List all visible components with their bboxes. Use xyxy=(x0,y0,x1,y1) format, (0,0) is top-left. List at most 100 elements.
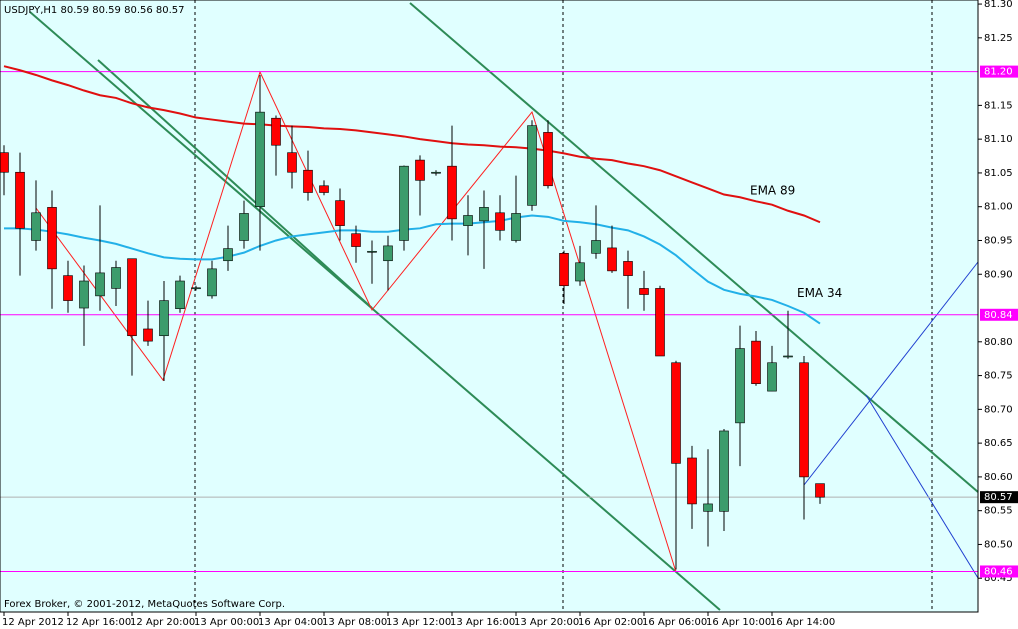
ema-line xyxy=(4,214,821,325)
trend-line xyxy=(29,11,721,611)
y-tick-label: 80.60 xyxy=(984,472,1013,483)
candle-body xyxy=(623,261,633,276)
x-tick-label: 16 Apr 14:00 xyxy=(770,617,835,628)
candle-body xyxy=(655,288,665,357)
candle-body xyxy=(47,207,57,270)
candle-body xyxy=(0,152,9,173)
candle-body xyxy=(543,132,553,187)
x-tick-label: 13 Apr 08:00 xyxy=(322,617,387,628)
candle-body xyxy=(351,233,361,247)
candle-body xyxy=(511,213,521,241)
candle-body xyxy=(447,165,457,220)
x-tick-label: 16 Apr 06:00 xyxy=(642,617,707,628)
trend-line xyxy=(97,59,373,309)
candle-body xyxy=(591,240,601,254)
level-label: 81.20 xyxy=(984,67,1013,78)
candle-body xyxy=(383,245,393,262)
ema-label: EMA 89 xyxy=(750,184,795,198)
projection-line xyxy=(865,394,979,579)
candle-body xyxy=(367,250,377,253)
candle-body xyxy=(255,111,265,208)
y-tick-label: 80.95 xyxy=(984,235,1013,246)
level-label: 80.46 xyxy=(984,566,1013,577)
x-tick-label: 12 Apr 16:00 xyxy=(66,617,131,628)
candle-body xyxy=(415,159,425,181)
candle-body xyxy=(607,247,617,272)
y-tick-label: 81.15 xyxy=(984,100,1013,111)
candle-body xyxy=(479,207,489,222)
candle-body xyxy=(31,212,41,241)
y-tick-label: 80.65 xyxy=(984,438,1013,449)
current-price-label: 80.57 xyxy=(984,492,1013,503)
y-tick-label: 80.55 xyxy=(984,506,1013,517)
candle-body xyxy=(79,280,89,309)
candle-body xyxy=(127,258,137,337)
chart-title: USDJPY,H1 80.59 80.59 80.56 80.57 xyxy=(4,5,185,16)
x-tick-label: 16 Apr 10:00 xyxy=(706,617,771,628)
candle-body xyxy=(143,328,153,342)
series-layer xyxy=(0,65,978,572)
y-tick-label: 81.25 xyxy=(984,33,1013,44)
x-tick-label: 13 Apr 20:00 xyxy=(514,617,579,628)
level-label: 80.84 xyxy=(984,310,1013,321)
x-tick-label: 12 Apr 20:00 xyxy=(130,617,195,628)
y-tick-label: 80.70 xyxy=(984,404,1013,415)
projection-line xyxy=(803,261,979,486)
x-tick-label: 13 Apr 12:00 xyxy=(386,617,451,628)
candle-body xyxy=(399,165,409,241)
candle-body xyxy=(687,457,697,505)
level-label-box xyxy=(980,565,1018,578)
candle-body xyxy=(287,152,297,173)
y-tick-label: 81.05 xyxy=(984,168,1013,179)
candle-body xyxy=(575,262,585,282)
candle-body xyxy=(495,212,505,231)
trend-line xyxy=(409,2,979,493)
candle-body xyxy=(63,275,73,301)
candle-body xyxy=(223,248,233,262)
candle-body xyxy=(735,348,745,424)
drawing-objects xyxy=(29,2,979,611)
y-tick-label: 80.45 xyxy=(984,573,1013,584)
candle-body xyxy=(335,200,345,226)
x-tick-label: 13 Apr 16:00 xyxy=(450,617,515,628)
candle-body xyxy=(239,213,249,241)
y-tick-label: 80.75 xyxy=(984,371,1013,382)
candle-body xyxy=(783,355,793,358)
candle-body xyxy=(431,171,441,174)
candle-body xyxy=(767,362,777,392)
x-tick-label: 16 Apr 02:00 xyxy=(578,617,643,628)
level-label-box xyxy=(980,308,1018,321)
candle-body xyxy=(559,253,569,287)
x-tick-label: 12 Apr 2012 xyxy=(2,617,64,628)
candle-body xyxy=(271,117,281,146)
candle-body xyxy=(815,483,825,498)
candle-body xyxy=(207,268,217,297)
candle-body xyxy=(799,362,809,478)
candle-body xyxy=(303,169,313,193)
plot-border xyxy=(0,0,979,613)
candle-body xyxy=(191,287,201,290)
y-tick-label: 81.30 xyxy=(984,0,1013,10)
x-tick-label: 13 Apr 00:00 xyxy=(194,617,259,628)
level-label-box xyxy=(980,65,1018,78)
candle-body xyxy=(175,280,185,310)
candle-body xyxy=(15,171,25,229)
y-tick-label: 80.90 xyxy=(984,269,1013,280)
plot-area xyxy=(0,0,978,612)
ema-label: EMA 34 xyxy=(797,286,842,300)
candle-body xyxy=(719,430,729,512)
candle-body xyxy=(671,362,681,464)
candle-body xyxy=(527,125,537,206)
y-tick-label: 81.00 xyxy=(984,202,1013,213)
candle-body xyxy=(463,215,473,226)
candle-body xyxy=(751,340,761,384)
ema-line xyxy=(3,65,821,224)
period-separators xyxy=(194,0,933,612)
current-price-box xyxy=(980,491,1018,504)
candle-body xyxy=(95,272,105,297)
candle-body xyxy=(703,503,713,512)
x-tick-label: 13 Apr 04:00 xyxy=(258,617,323,628)
y-tick-label: 80.80 xyxy=(984,337,1013,348)
candle-body xyxy=(319,185,329,193)
